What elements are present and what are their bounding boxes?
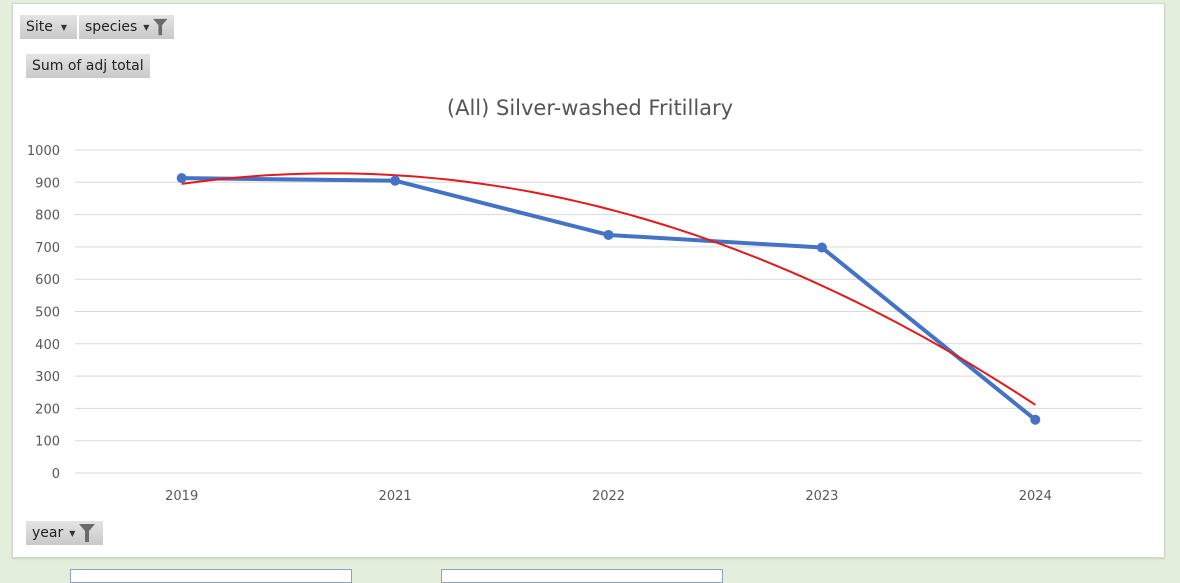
filter-funnel-icon [79,524,96,542]
y-tick-label: 800 [35,209,60,224]
data-point [1030,414,1041,425]
worksheet-cell[interactable] [70,569,352,583]
year-filter-button[interactable]: year ▼ [26,521,103,545]
data-point [816,242,827,253]
y-tick-label: 0 [52,467,60,482]
line-chart: 0 100 200 300 400 500 600 700 800 900 1000 2019 2021… [27,144,1142,504]
dropdown-arrow-icon: ▼ [69,528,76,538]
dropdown-arrow-icon: ▼ [143,22,150,32]
species-filter-button[interactable]: species ▼ [79,15,174,39]
year-label: year [32,525,64,541]
y-tick-label: 900 [35,176,60,191]
data-point [390,175,401,186]
y-tick-label: 200 [35,402,60,417]
x-tick-label: 2024 [1019,489,1052,504]
x-tick-label: 2022 [592,489,625,504]
x-tick-label: 2023 [805,489,838,504]
x-tick-label: 2021 [379,489,412,504]
chart-title: (All) Silver-washed Fritillary [446,96,734,120]
pivot-chart-area [12,3,1165,558]
x-tick-label: 2019 [165,489,198,504]
y-tick-label: 1000 [27,144,60,159]
y-tick-label: 300 [35,370,60,385]
species-label: species [85,19,138,35]
y-tick-label: 600 [35,273,60,288]
y-tick-label: 700 [35,241,60,256]
site-filter-button[interactable]: Site ▼ [20,15,77,39]
y-tick-label: 500 [35,306,60,321]
data-point [603,229,614,240]
dropdown-arrow-icon: ▼ [60,22,68,32]
trendline [181,172,1036,406]
y-tick-label: 400 [35,338,60,353]
site-label: Site [26,19,53,35]
y-tick-label: 100 [35,435,60,450]
value-field-label: Sum of adj total [32,58,144,74]
filter-funnel-icon [153,18,168,36]
value-field-button[interactable]: Sum of adj total [26,54,150,78]
worksheet-cell[interactable] [441,569,723,583]
data-point [176,173,187,184]
